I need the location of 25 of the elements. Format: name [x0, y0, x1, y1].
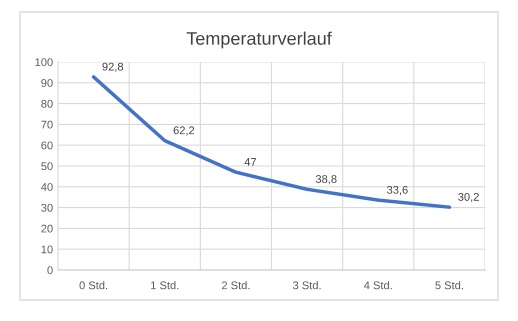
y-tick-label: 90: [41, 79, 53, 87]
y-tick-label: 100: [35, 58, 53, 66]
data-label: 47: [244, 158, 256, 166]
y-tick-label: 0: [47, 266, 53, 274]
y-tick-label: 80: [41, 100, 53, 108]
data-label: 33,6: [387, 186, 408, 196]
data-label: 30,2: [458, 192, 479, 202]
x-tick-label: 1 Std.: [151, 281, 178, 290]
x-tick-label: 2 Std.: [222, 281, 250, 290]
y-tick-label: 70: [41, 120, 53, 129]
x-tick-label: 4 Std.: [364, 281, 392, 290]
line-series: [92, 75, 452, 209]
x-tick-label: 5 Std.: [435, 281, 463, 290]
data-label: 62,2: [174, 126, 194, 136]
chart-title: Temperaturverlauf: [186, 32, 332, 48]
data-label: 92,8: [102, 62, 124, 72]
y-tick-label: 40: [41, 183, 53, 191]
y-tick-label: 50: [41, 162, 53, 170]
y-tick-label: 10: [42, 245, 53, 254]
x-tick-label: 3 Std.: [292, 281, 321, 290]
y-tick-label: 30: [41, 204, 53, 212]
y-tick-label: 60: [41, 141, 53, 150]
x-tick-label: 0 Std.: [80, 281, 108, 290]
y-tick-label: 20: [41, 224, 53, 233]
data-label: 38,8: [316, 175, 337, 184]
